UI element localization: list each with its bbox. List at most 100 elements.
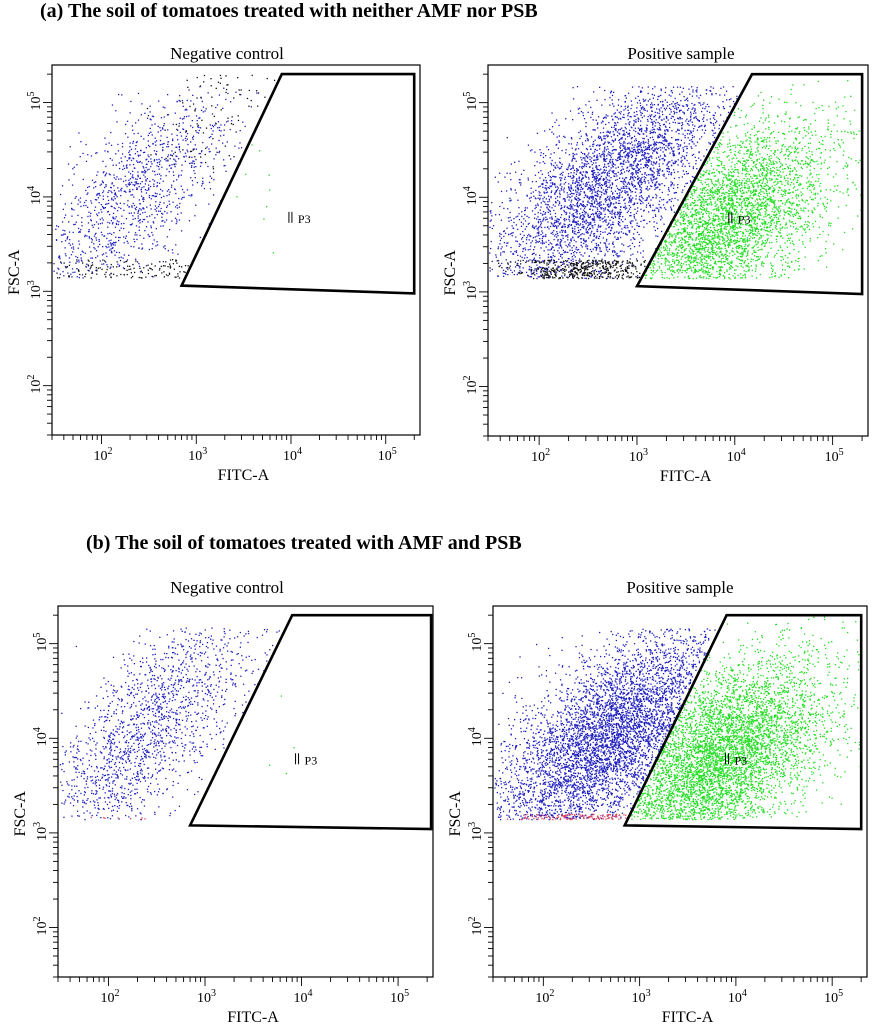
event-dot — [606, 191, 608, 193]
event-dot — [556, 143, 558, 146]
event-dot — [619, 194, 621, 196]
event-dot — [622, 216, 624, 218]
event-dot — [594, 129, 596, 131]
event-dot — [159, 210, 161, 212]
event-dot — [88, 260, 90, 262]
event-dot — [543, 192, 546, 194]
event-dot — [570, 190, 572, 192]
event-dot — [154, 192, 157, 194]
event-dot — [186, 189, 189, 191]
event-dot — [173, 268, 175, 270]
event-dot — [533, 249, 535, 251]
event-dot — [670, 185, 672, 187]
event-dot — [94, 233, 96, 235]
event-dot — [535, 239, 537, 241]
event-dot — [75, 262, 77, 264]
event-dot — [556, 267, 558, 269]
event-dot — [595, 166, 597, 168]
event-dot — [544, 177, 547, 179]
event-dot — [576, 267, 578, 269]
event-dot — [94, 209, 96, 212]
event-dot — [567, 236, 569, 238]
event-dot — [670, 117, 672, 119]
event-dot — [111, 247, 114, 249]
event-dot — [140, 209, 142, 211]
event-dot — [70, 254, 73, 256]
event-dot — [211, 96, 213, 98]
event-dot — [541, 230, 543, 232]
event-dot — [194, 156, 196, 158]
event-dot — [581, 233, 583, 235]
event-dot — [166, 195, 168, 197]
event-dot — [522, 247, 524, 250]
event-dot — [507, 208, 509, 210]
event-dot — [563, 191, 565, 193]
event-dot — [612, 163, 615, 165]
event-dot — [202, 180, 204, 183]
event-dot — [562, 230, 564, 232]
event-dot — [636, 188, 638, 190]
event-dot — [106, 246, 108, 249]
event-dot — [536, 235, 538, 237]
event-dot — [106, 264, 108, 266]
event-dot — [656, 170, 658, 172]
event-dot — [711, 93, 713, 95]
event-dot — [74, 223, 76, 225]
event-dot — [226, 121, 228, 123]
event-dot — [96, 199, 98, 201]
event-dot — [718, 127, 720, 130]
event-dot — [622, 278, 624, 280]
event-dot — [215, 106, 217, 109]
event-dot — [641, 200, 643, 202]
event-dot — [185, 108, 187, 110]
event-dot — [602, 171, 604, 173]
event-dot — [586, 260, 589, 262]
event-dot — [609, 197, 611, 199]
event-dot — [617, 166, 619, 168]
event-dot — [185, 130, 187, 132]
event-dot — [93, 243, 95, 245]
event-dot — [499, 232, 501, 235]
event-dot — [58, 256, 61, 259]
event-dot — [581, 277, 583, 279]
event-dot — [684, 99, 686, 101]
event-dot — [179, 151, 181, 153]
event-dot — [570, 203, 572, 206]
event-dot — [264, 96, 266, 98]
event-dot — [86, 263, 88, 265]
event-dot — [580, 241, 582, 243]
event-dot — [108, 190, 110, 192]
event-dot — [143, 208, 145, 210]
event-dot — [118, 251, 121, 254]
event-dot — [130, 148, 133, 150]
event-dot — [635, 195, 637, 197]
event-dot — [144, 172, 146, 174]
event-dot — [620, 187, 623, 189]
event-dot — [675, 160, 677, 163]
event-dot — [545, 234, 547, 236]
event-dot — [548, 200, 551, 202]
event-cloud — [53, 74, 276, 279]
event-dot — [605, 180, 607, 183]
event-dot — [607, 267, 609, 269]
event-dot — [665, 149, 667, 151]
event-dot — [556, 231, 558, 233]
axis-ticks — [43, 73, 415, 444]
event-dot — [83, 201, 86, 204]
event-dot — [646, 156, 648, 159]
event-dot — [631, 199, 633, 201]
event-dot — [68, 257, 71, 259]
event-dot — [596, 215, 598, 217]
event-dot — [620, 111, 622, 113]
event-dot — [587, 138, 589, 141]
event-dot — [211, 105, 213, 107]
event-dot — [505, 267, 508, 269]
event-dot — [570, 187, 573, 189]
event-dot — [568, 218, 570, 220]
event-dot — [591, 261, 593, 263]
event-dot — [96, 214, 99, 217]
event-dot — [607, 216, 609, 218]
event-dot — [141, 248, 143, 250]
event-dot — [624, 232, 627, 235]
event-dot — [514, 250, 516, 253]
